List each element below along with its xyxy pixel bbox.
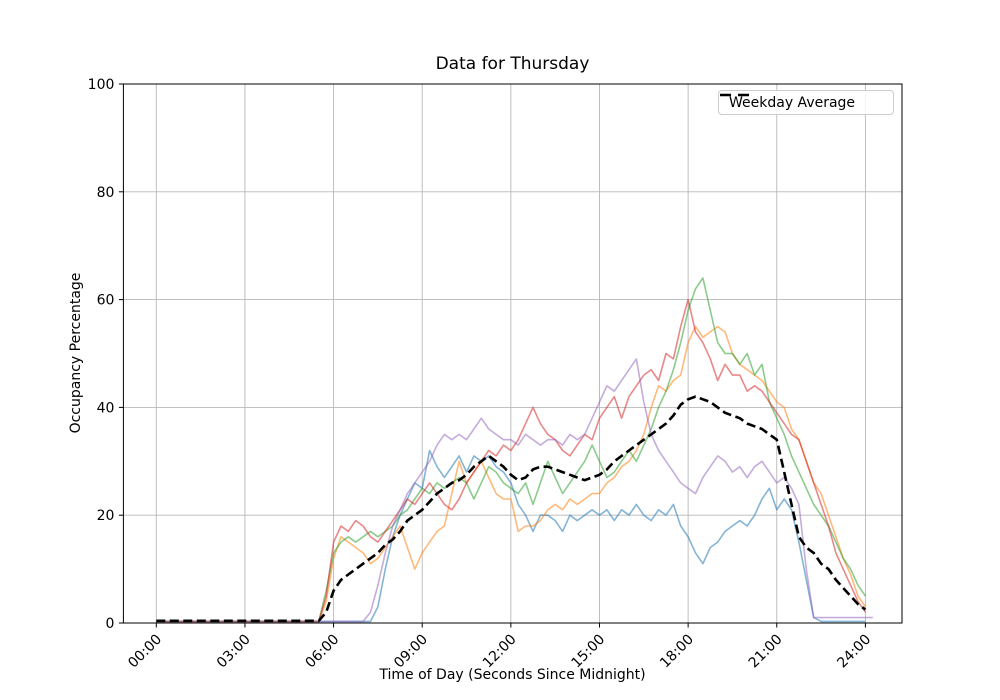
legend-dashed-line-icon (720, 93, 752, 97)
x-tick-label: 18:00 (657, 632, 697, 672)
y-tick-label: 40 (97, 400, 115, 416)
y-tick-label: 80 (97, 185, 115, 201)
y-axis-label: Occupancy Percentage (68, 272, 84, 434)
weekday-average (156, 395, 867, 623)
y-tick-label: 60 (97, 293, 115, 309)
x-tick-label: 00:00 (125, 632, 165, 672)
y-tick-label: 0 (105, 616, 114, 632)
y-tick-label: 100 (88, 77, 115, 93)
y-tick-label: 20 (97, 508, 115, 524)
day-line-5 (156, 358, 873, 623)
x-tick-label: 21:00 (746, 632, 786, 672)
axes-frame (122, 83, 903, 624)
x-tick-label: 15:00 (568, 632, 608, 672)
legend: Weekday Average (718, 90, 894, 115)
x-axis-label: Time of Day (Seconds Since Midnight) (379, 667, 646, 683)
x-tick-label: 06:00 (303, 632, 343, 672)
x-tick-label: 09:00 (391, 632, 431, 672)
x-tick-label: 12:00 (480, 632, 520, 672)
x-tick-label: 03:00 (214, 632, 254, 672)
x-tick-label: 24:00 (834, 632, 874, 672)
legend-label: Weekday Average (729, 94, 856, 111)
chart-title: Data for Thursday (435, 54, 590, 74)
